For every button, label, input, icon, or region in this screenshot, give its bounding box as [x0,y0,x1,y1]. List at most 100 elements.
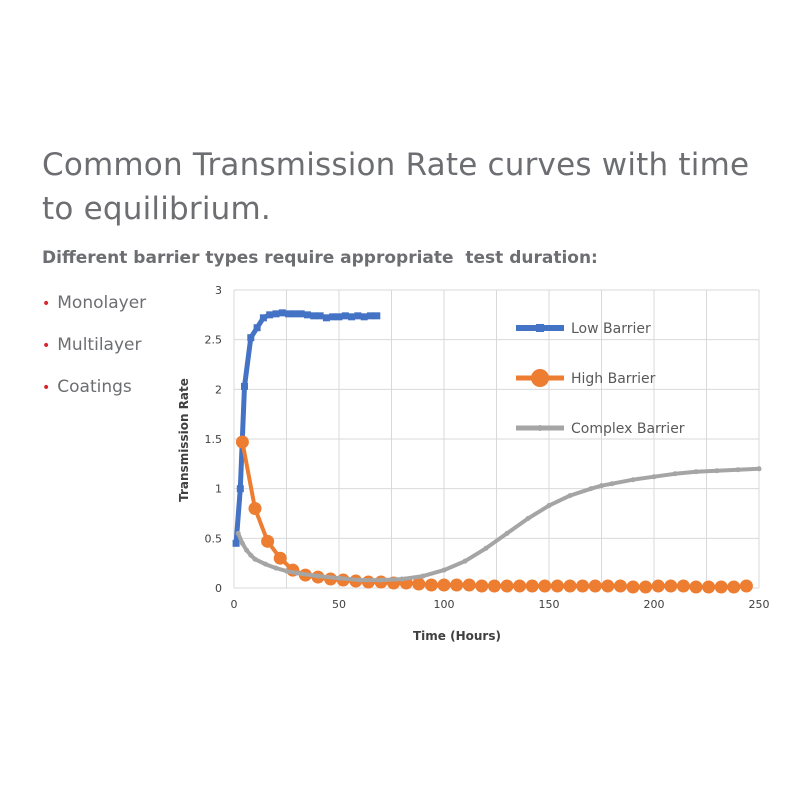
data-point [235,530,241,536]
x-tick-label: 50 [332,598,346,611]
y-tick-label: 2.5 [205,334,223,347]
data-point [487,579,501,593]
y-tick-label: 0 [215,582,222,595]
data-point [304,311,311,319]
data-point [462,578,476,592]
data-point [546,503,552,509]
data-point [261,534,275,548]
data-point [336,575,342,581]
data-point [412,577,426,591]
x-tick-label: 150 [539,598,560,611]
data-point [437,578,451,592]
data-point [504,530,510,536]
data-point [315,573,321,579]
data-point [266,311,274,319]
data-point [247,334,255,342]
data-point [672,471,678,477]
legend-label: Complex Barrier [571,421,685,437]
data-point [236,485,244,493]
data-point [297,310,305,318]
data-point [567,493,573,499]
legend-label: Low Barrier [571,321,651,337]
data-point [252,556,258,562]
data-point [525,579,539,593]
data-point [756,466,762,472]
data-point [360,313,368,321]
legend-marker [537,425,543,431]
bullet-dot-icon: • [42,338,51,354]
data-point [588,579,602,593]
data-point [253,324,261,332]
legend-item: Low Barrier [516,321,651,337]
data-point [354,312,362,320]
data-point [373,312,381,320]
data-point [241,382,248,390]
legend-item: High Barrier [516,369,656,387]
data-point [525,515,531,521]
data-point [367,312,374,320]
page-subtitle: Different barrier types require appropri… [42,248,598,268]
data-point [322,314,330,322]
data-point [285,310,293,318]
list-item: • Multilayer [42,332,146,374]
data-point [348,313,356,321]
x-tick-label: 100 [434,598,455,611]
data-point [244,547,250,553]
bullet-dot-icon: • [42,296,51,312]
legend-item: Complex Barrier [516,421,685,437]
data-point [550,579,564,593]
data-point [248,552,254,558]
data-point [316,312,324,320]
data-point [599,483,604,489]
data-point [284,568,289,574]
data-point [651,579,665,593]
legend-label: High Barrier [571,371,656,387]
data-point [538,579,552,593]
x-tick-label: 250 [749,598,770,611]
chart-legend: Low Barrier High Barrier Complex Barrier [516,321,685,437]
data-point [450,578,464,592]
data-point [735,467,741,473]
bullet-dot-icon: • [42,380,51,396]
data-point [273,551,287,565]
y-tick-label: 2 [215,383,222,396]
data-point [424,578,438,592]
data-point [689,580,703,594]
data-point [626,580,640,594]
y-tick-label: 1.5 [205,433,223,446]
data-point [335,313,343,321]
series-line [240,440,749,589]
y-tick-label: 3 [215,284,222,297]
data-point [609,481,615,487]
data-point [341,312,349,320]
data-point [239,540,245,546]
y-tick-label: 1 [215,483,222,496]
data-point [441,567,447,573]
data-point [294,570,300,576]
data-point [259,314,267,322]
data-point [676,579,690,593]
series-line [236,466,761,583]
data-point [278,309,286,317]
data-point [291,310,299,318]
list-item: • Monolayer [42,290,146,332]
data-point [500,579,514,593]
data-point [714,580,728,594]
list-item-label: Coatings [57,377,132,397]
chart-series [232,309,762,594]
data-point [357,577,363,583]
data-point [601,579,615,593]
data-point [232,539,240,547]
data-point [263,561,268,567]
data-point [462,558,468,564]
chart-ticks: 0 50 100 150 200 250 0 0.5 1 1.5 2 2.5 3 [205,284,770,611]
data-point [639,580,653,594]
y-tick-label: 0.5 [205,532,223,545]
list-item: • Coatings [42,374,146,416]
data-point [329,313,337,321]
page-title: Common Transmission Rate curves with tim… [42,147,750,227]
data-point [272,310,280,318]
data-point [739,579,753,593]
x-tick-label: 0 [231,598,238,611]
